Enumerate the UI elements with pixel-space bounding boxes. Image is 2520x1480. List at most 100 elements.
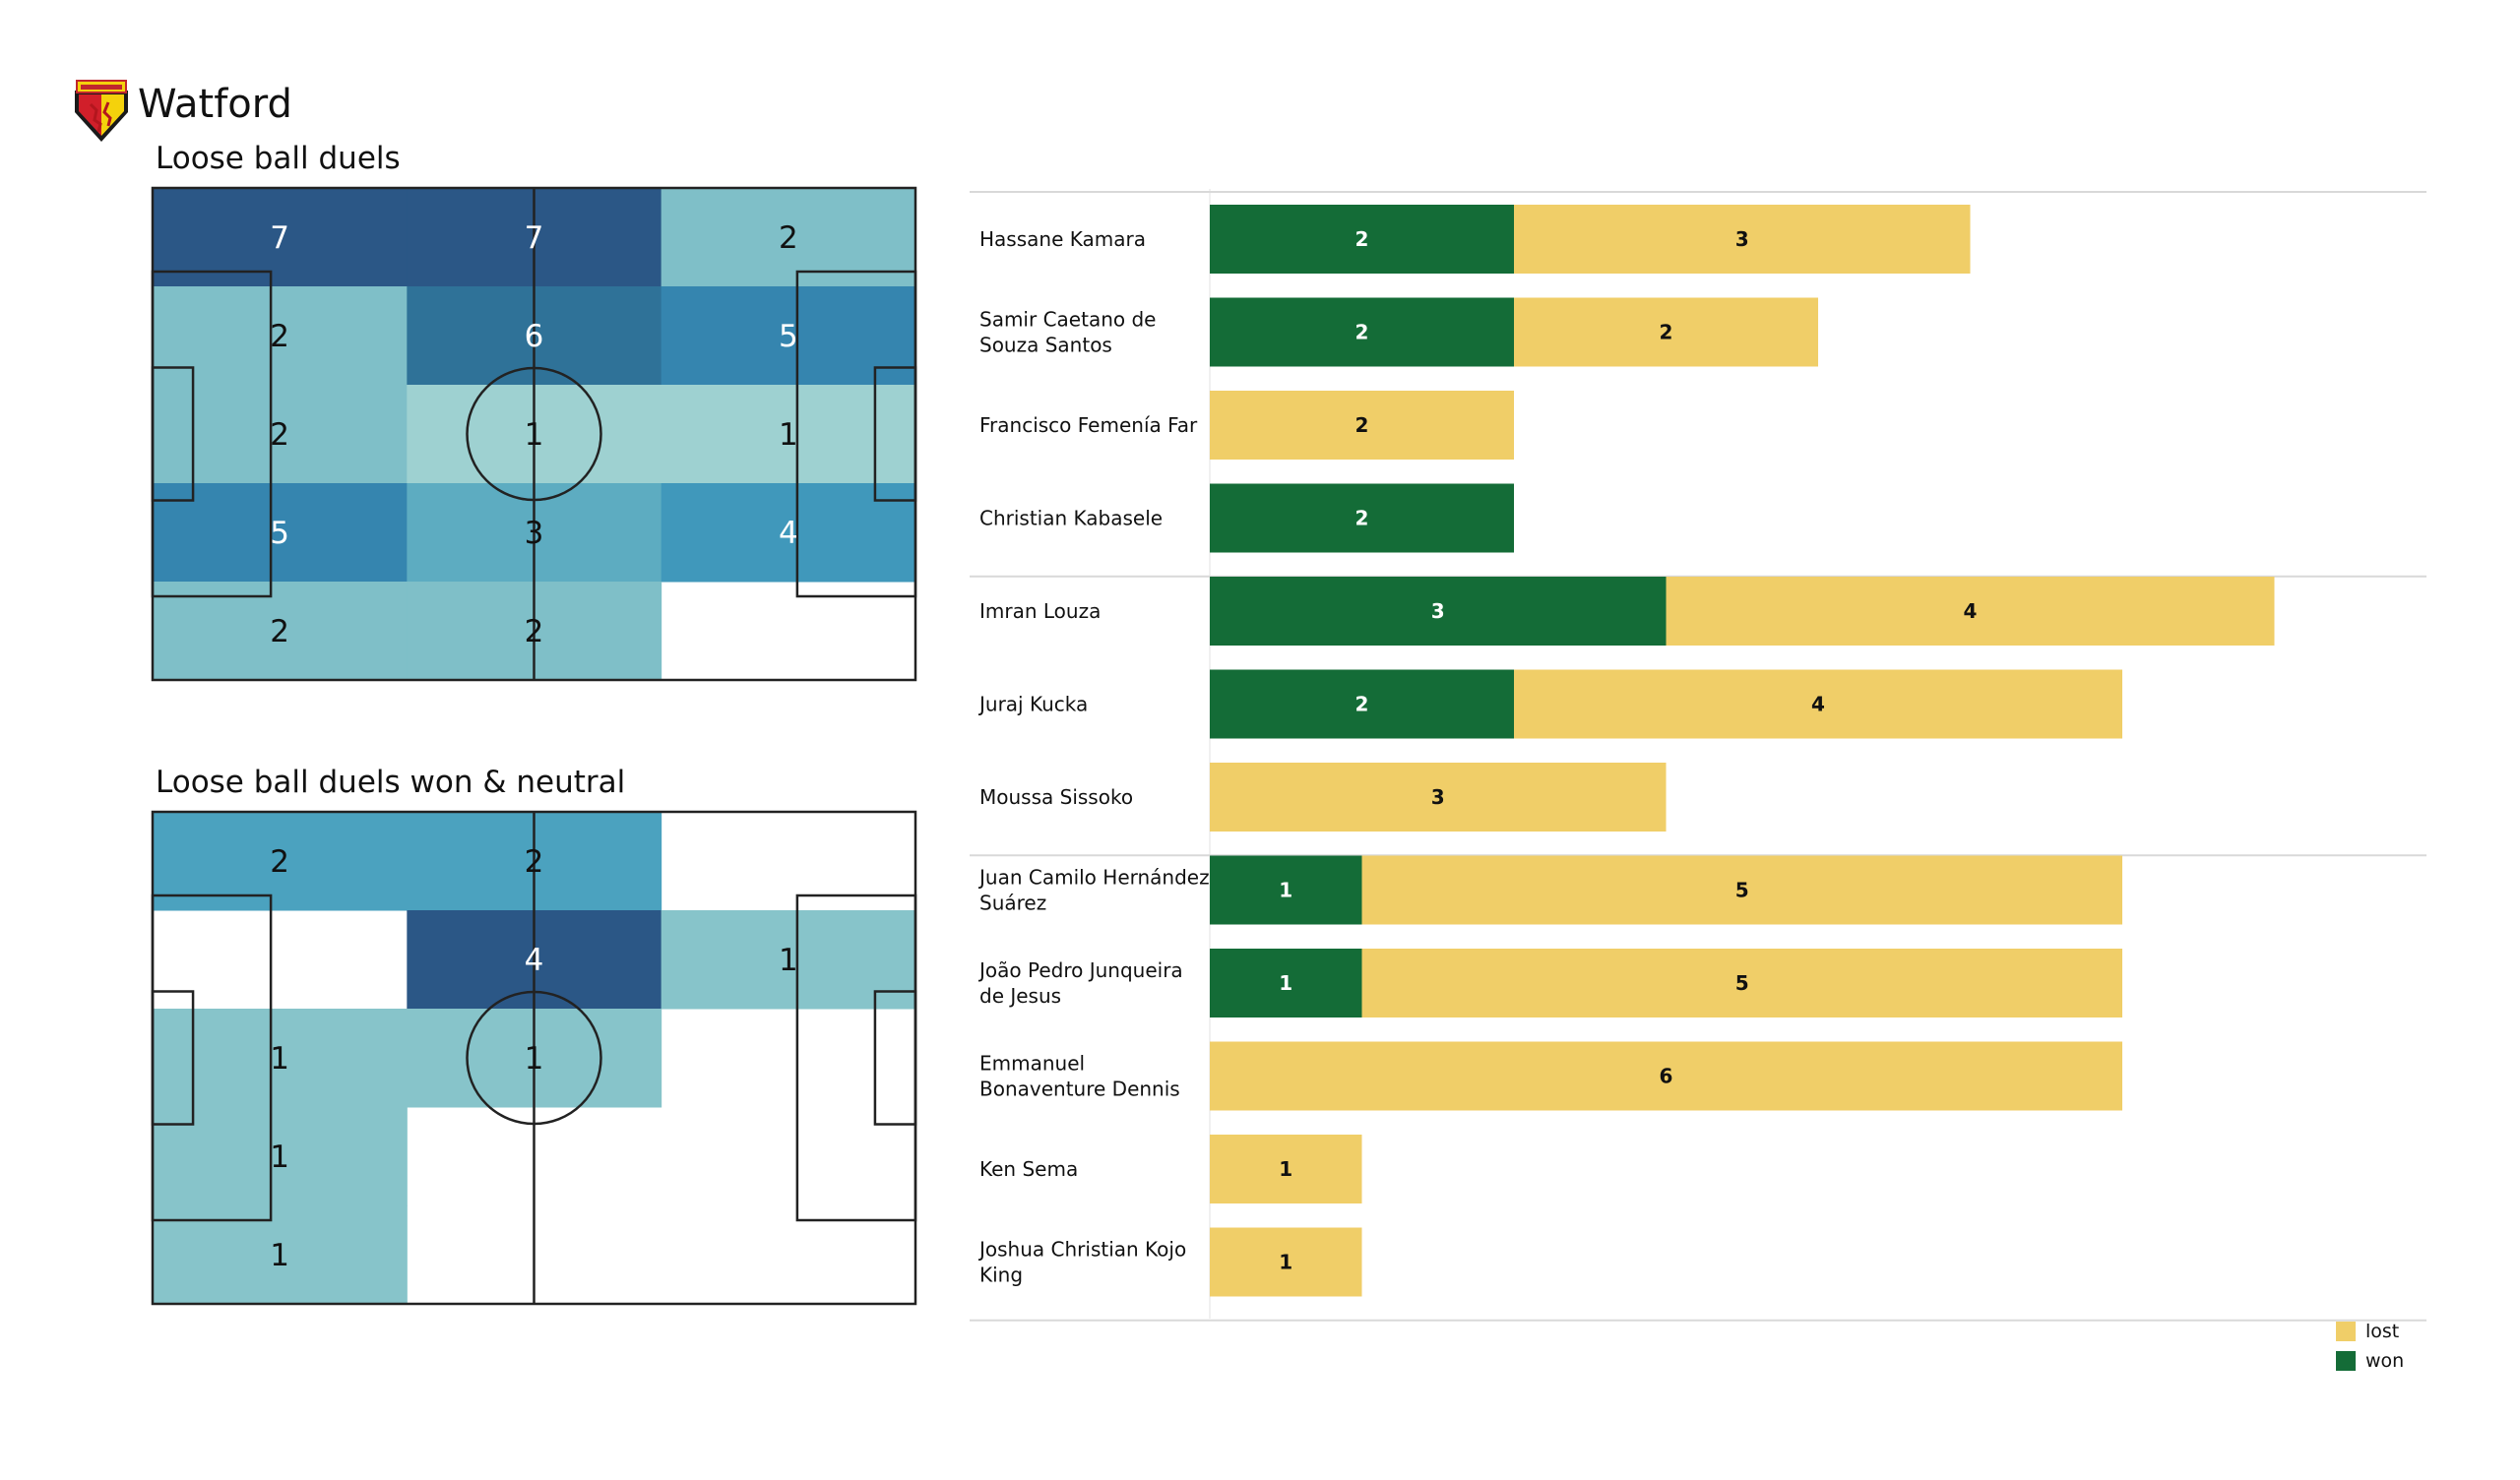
heatmap-value-label: 2	[270, 417, 289, 453]
heatmap-cell	[661, 385, 916, 484]
goal-box-left	[151, 990, 195, 1126]
team-name: Watford	[138, 82, 292, 127]
bar-lost	[1210, 763, 1667, 832]
heatmap-cell	[153, 582, 408, 681]
bar-won-value-label: 2	[1355, 507, 1369, 530]
bar-won-value-label: 2	[1355, 227, 1369, 251]
bar-won	[1210, 297, 1514, 367]
bar-lost	[1210, 1227, 1362, 1297]
player-name-label: Emmanuel Bonaventure Dennis	[979, 1052, 1180, 1101]
bar-won	[1210, 949, 1362, 1018]
bar-won	[1210, 205, 1514, 274]
heatmap-value-label: 7	[525, 220, 544, 256]
heatmap-value-label: 1	[270, 1140, 289, 1175]
player-name-label: Juraj Kucka	[977, 693, 1088, 716]
bar-won	[1210, 855, 1362, 925]
bar-lost-value-label: 1	[1279, 1251, 1292, 1274]
bar-lost-value-label: 1	[1279, 1157, 1292, 1181]
player-name-label: Francisco Femenía Far	[979, 413, 1198, 437]
legend-label-lost: lost	[2365, 1321, 2400, 1342]
heatmap-cell	[661, 910, 916, 1010]
player-name-label: Samir Caetano de Souza Santos	[979, 308, 1156, 357]
bar-lost-value-label: 5	[1735, 971, 1749, 995]
bar-lost	[1210, 391, 1514, 460]
heatmap-value-label: 4	[779, 516, 798, 551]
heatmap-value-label: 6	[525, 319, 544, 354]
heatmap-value-label: 1	[270, 1238, 289, 1273]
goal-box-right	[873, 366, 917, 502]
player-name-label: Joshua Christian Kojo King	[977, 1238, 1186, 1287]
heatmap-value-label: 5	[270, 516, 289, 551]
bar-lost-value-label: 3	[1431, 785, 1445, 809]
heatmap-value-label: 1	[270, 1041, 289, 1077]
heatmap-value-label: 2	[779, 220, 798, 256]
heatmap-value-label: 1	[525, 1041, 544, 1077]
legend-item-won: won	[2336, 1350, 2404, 1372]
bar-lost-value-label: 2	[1660, 321, 1673, 344]
bar-lost	[1361, 855, 2122, 925]
bar-lost-value-label: 3	[1735, 227, 1749, 251]
bar-lost	[1514, 669, 2122, 739]
bar-won-value-label: 2	[1355, 693, 1369, 716]
player-name-label: Ken Sema	[979, 1157, 1078, 1181]
bar-lost	[1666, 577, 2275, 646]
bar-won-value-label: 3	[1431, 599, 1445, 623]
player-name-label: Imran Louza	[979, 599, 1101, 623]
bar-lost	[1514, 205, 1971, 274]
player-name-label: Juan Camilo Hernández Suárez	[977, 866, 1210, 915]
heatmap-title-loose-ball-duels: Loose ball duels	[156, 141, 401, 176]
bar-lost	[1210, 1135, 1362, 1203]
player-name-label: Hassane Kamara	[979, 227, 1146, 251]
goal-box-right	[873, 990, 917, 1126]
heatmap-cell	[153, 483, 408, 583]
pitch-lines	[151, 810, 917, 1306]
heatmap-cell	[661, 286, 916, 386]
legend-swatch-won	[2336, 1351, 2356, 1371]
heatmap-value-label: 1	[525, 417, 544, 453]
heatmap-value-label: 1	[779, 417, 798, 453]
heatmap-value-label: 7	[270, 220, 289, 256]
heatmap-value-label: 2	[525, 844, 544, 880]
heatmap-cell	[153, 1205, 408, 1305]
bar-lost-value-label: 5	[1735, 879, 1749, 902]
heatmap-value-label: 2	[525, 614, 544, 649]
player-name-label: Moussa Sissoko	[979, 785, 1133, 809]
bar-won-value-label: 1	[1279, 971, 1292, 995]
heatmap-value-label: 1	[779, 943, 798, 978]
legend-label-won: won	[2365, 1350, 2405, 1372]
pitch-lines	[151, 186, 917, 682]
bar-won-value-label: 2	[1355, 321, 1369, 344]
heatmap-value-label: 2	[270, 844, 289, 880]
heatmap-title-won-neutral: Loose ball duels won & neutral	[156, 765, 626, 800]
bar-lost-value-label: 4	[1811, 693, 1825, 716]
bar-lost-value-label: 4	[1964, 599, 1978, 623]
bar-won	[1210, 483, 1514, 553]
goal-box-left	[151, 366, 195, 502]
center-circle	[466, 366, 602, 502]
pitch-heatmap-loose-ball-duels: 7 7 2 2 6 5 2 1 1 5 3 4 2 2	[151, 186, 917, 682]
heatmap-value-label: 2	[270, 614, 289, 649]
heatmap-cell	[153, 1009, 408, 1108]
player-name-label: Christian Kabasele	[979, 507, 1163, 530]
center-circle	[466, 990, 602, 1126]
watford-crest-icon	[71, 77, 132, 144]
bar-won-value-label: 1	[1279, 879, 1292, 902]
bar-lost-value-label: 6	[1660, 1065, 1673, 1088]
legend-swatch-lost	[2336, 1322, 2356, 1341]
legend: lost won	[2336, 1321, 2454, 1380]
pitch-heatmap-won-neutral: 2 2 4 1 1 1 1 1	[151, 810, 917, 1306]
heatmap-cell	[661, 483, 916, 583]
heatmap-value-label: 5	[779, 319, 798, 354]
heatmap-cell	[153, 286, 408, 386]
heatmap-cell	[153, 1107, 408, 1206]
heatmap-cell	[153, 385, 408, 484]
bar-lost-value-label: 2	[1355, 413, 1369, 437]
player-name-label: João Pedro Junqueira de Jesus	[977, 958, 1183, 1008]
bar-won	[1210, 669, 1514, 739]
heatmap-value-label: 4	[525, 943, 544, 978]
heatmap-value-label: 2	[270, 319, 289, 354]
player-duels-bar-chart: Hassane Kamara 2 3 Samir Caetano de Souza Sa…	[970, 189, 2426, 1322]
legend-item-lost: lost	[2336, 1321, 2399, 1342]
heatmap-value-label: 3	[525, 516, 544, 551]
bar-lost	[1514, 297, 1818, 367]
